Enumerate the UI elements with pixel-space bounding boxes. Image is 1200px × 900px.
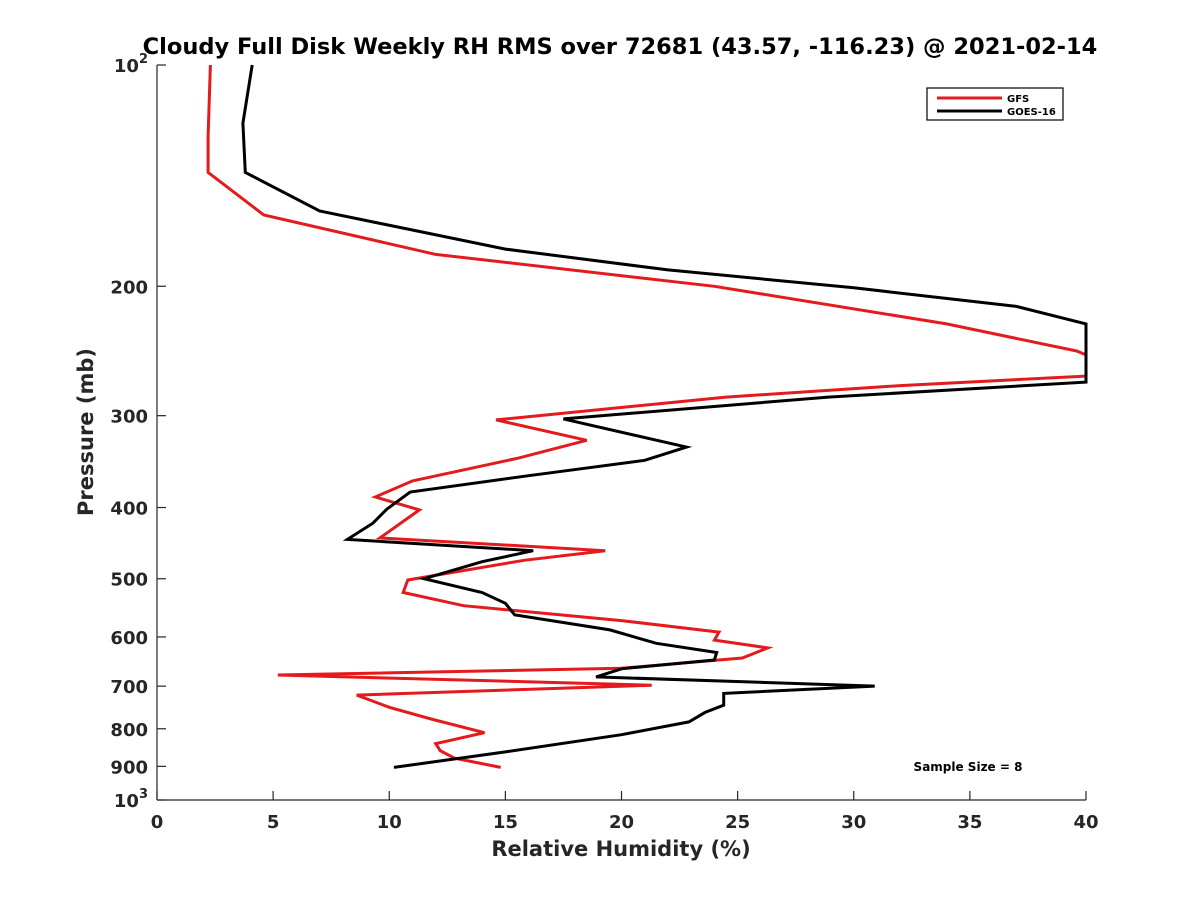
y-tick-label: 103: [114, 787, 148, 812]
legend: GFS GOES-16: [926, 87, 1064, 121]
y-axis-ticks: 102 200 300 400 500 600 700 800 900 103: [110, 52, 166, 812]
x-axis-label: Relative Humidity (%): [491, 837, 750, 861]
y-tick-label: 900: [110, 757, 148, 778]
y-tick-label: 700: [110, 677, 148, 698]
y-tick-label: 102: [114, 52, 148, 77]
x-tick-label: 10: [377, 812, 402, 833]
y-tick-label: 500: [110, 570, 148, 591]
y-tick-label: 200: [110, 277, 148, 298]
x-tick-label: 35: [957, 812, 982, 833]
x-tick-label: 25: [725, 812, 750, 833]
legend-box: [926, 87, 1064, 121]
y-tick-label: 600: [110, 628, 148, 649]
legend-entry-label: GOES-16: [1007, 107, 1056, 118]
series-line-goes-16: [241, 64, 1088, 769]
x-tick-label: 20: [609, 812, 634, 833]
chart-title: Cloudy Full Disk Weekly RH RMS over 7268…: [143, 34, 1098, 60]
x-tick-label: 5: [267, 812, 280, 833]
x-axis-ticks: 0 5 10 15 20 25 30 35 40: [151, 791, 1099, 833]
y-tick-label: 300: [110, 407, 148, 428]
y-tick-label: 800: [110, 720, 148, 741]
x-tick-label: 40: [1073, 812, 1098, 833]
x-tick-label: 15: [493, 812, 518, 833]
series-line-gfs: [206, 64, 1088, 769]
legend-entry-label: GFS: [1007, 94, 1029, 105]
series-lines: [206, 64, 1088, 769]
x-tick-label: 30: [841, 812, 866, 833]
sample-size-annotation: Sample Size = 8: [914, 760, 1023, 774]
x-tick-label: 0: [151, 812, 164, 833]
y-tick-label: 400: [110, 499, 148, 520]
plot-area: 0 5 10 15 20 25 30 35 40 102 200 300 400 500 600 700 80…: [110, 52, 1098, 833]
y-axis-label: Pressure (mb): [74, 348, 98, 516]
